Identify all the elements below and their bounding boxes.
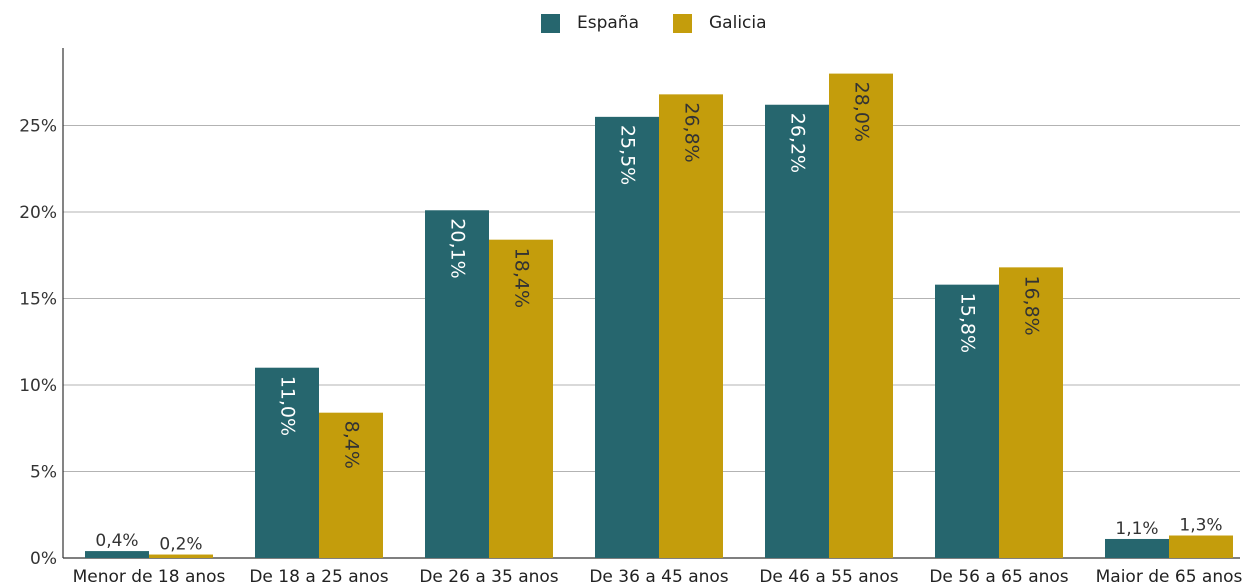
x-tick-label: De 18 a 25 anos bbox=[249, 567, 388, 585]
bar-espana bbox=[765, 104, 829, 559]
bar-galicia bbox=[1169, 535, 1233, 558]
data-label: 25,5% bbox=[617, 125, 639, 185]
bar-espana bbox=[85, 551, 149, 558]
data-label: 20,1% bbox=[447, 218, 469, 278]
data-label: 0,2% bbox=[159, 535, 202, 555]
x-tick-label: De 56 a 65 anos bbox=[929, 567, 1068, 585]
y-tick-label: 15% bbox=[19, 290, 57, 310]
data-label: 26,8% bbox=[681, 102, 703, 162]
y-tick-label: 20% bbox=[19, 203, 57, 223]
data-label: 0,4% bbox=[95, 531, 138, 551]
legend-swatch-galicia bbox=[673, 13, 692, 33]
legend-label-espana: España bbox=[577, 13, 639, 33]
data-label: 11,0% bbox=[277, 376, 299, 436]
x-tick-label: De 46 a 55 anos bbox=[759, 567, 898, 585]
data-label: 18,4% bbox=[511, 248, 533, 308]
data-label: 28,0% bbox=[851, 82, 873, 142]
bar-galicia bbox=[489, 239, 553, 558]
y-tick-label: 0% bbox=[30, 549, 57, 569]
bar-espana bbox=[255, 367, 319, 558]
data-label: 1,1% bbox=[1115, 519, 1158, 539]
legend-swatch-espana bbox=[541, 13, 560, 33]
bar-galicia bbox=[659, 94, 723, 559]
data-label: 15,8% bbox=[957, 293, 979, 353]
y-tick-label: 10% bbox=[19, 376, 57, 396]
y-tick-label: 25% bbox=[19, 117, 57, 137]
data-label: 16,8% bbox=[1021, 275, 1043, 335]
legend-item-galicia: Galicia bbox=[673, 13, 767, 33]
data-label: 8,4% bbox=[341, 421, 363, 469]
data-label: 1,3% bbox=[1179, 516, 1222, 536]
bar-espana bbox=[935, 284, 999, 558]
legend-label-galicia: Galicia bbox=[709, 13, 767, 33]
x-tick-label: Menor de 18 anos bbox=[73, 567, 226, 585]
x-tick-label: Maior de 65 anos bbox=[1096, 567, 1243, 585]
bar-espana bbox=[425, 210, 489, 558]
bar-espana bbox=[1105, 538, 1169, 558]
bar-galicia bbox=[999, 267, 1063, 558]
axes: 0% 5% 10% 15% 20% 25% Menor de 18 anos De 18 a … bbox=[19, 48, 1243, 585]
legend-item-espana: España bbox=[541, 13, 639, 33]
bar-galicia bbox=[829, 73, 893, 558]
x-tick-label: De 26 a 35 anos bbox=[419, 567, 558, 585]
bar-galicia bbox=[319, 412, 383, 558]
x-tick-label: De 36 a 45 anos bbox=[589, 567, 728, 585]
data-label: 26,2% bbox=[787, 113, 809, 173]
y-tick-label: 5% bbox=[30, 463, 57, 483]
data-labels: 0,4% 11,0% 20,1% 25,5% 26,2% 15,8% 1,1% 0,2% 8,4… bbox=[95, 82, 1222, 555]
legend: España Galicia bbox=[541, 13, 801, 33]
bar-espana bbox=[595, 116, 659, 558]
bars bbox=[85, 73, 1233, 559]
bar-galicia bbox=[149, 554, 213, 558]
